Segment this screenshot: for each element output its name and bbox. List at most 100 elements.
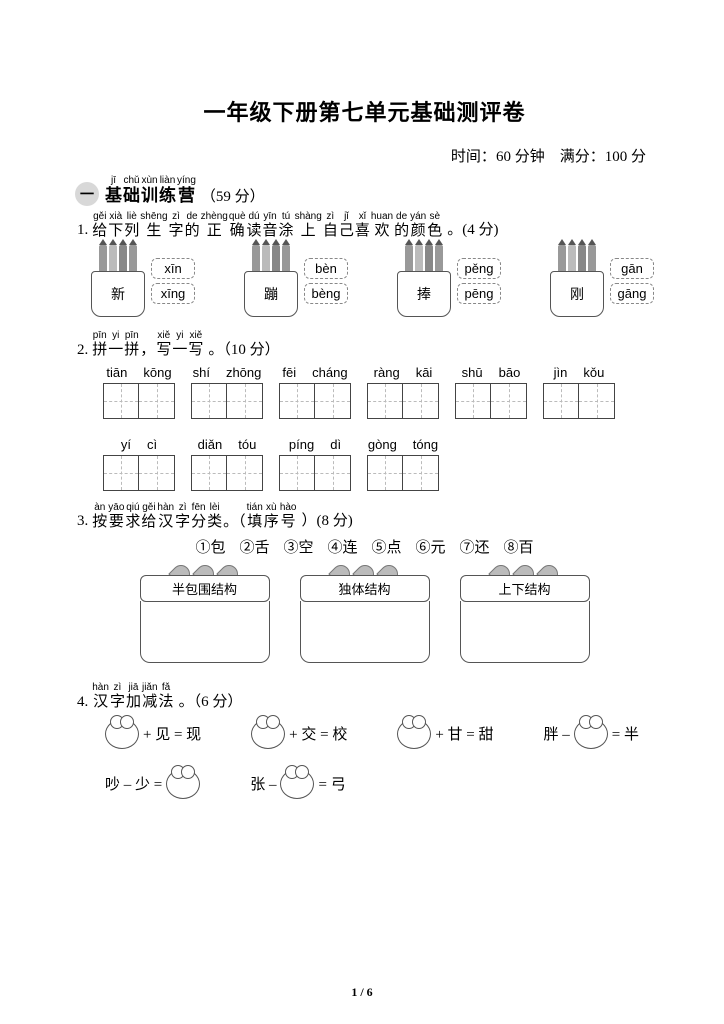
q4-num: 4.	[77, 694, 88, 711]
ruby-char: tián填	[247, 503, 263, 531]
ruby-char: tú涂	[279, 212, 294, 240]
ruby-char: dú读	[247, 212, 262, 240]
cup-group: 刚 gān gāng	[548, 245, 654, 317]
q1-tail: 。(4 分)	[447, 218, 498, 239]
write-cell[interactable]	[227, 383, 263, 419]
class-box: 独体结构	[300, 565, 430, 663]
ruby-char: gěi给	[141, 503, 156, 531]
write-cell[interactable]	[315, 383, 351, 419]
equation: + 见 = 现	[105, 719, 201, 749]
ruby-char: liè列	[124, 212, 139, 240]
choice: ④连	[327, 536, 357, 557]
write-item: píngdì	[279, 437, 351, 491]
class-box: 半包围结构	[140, 565, 270, 663]
ruby-char: xùn训	[141, 176, 158, 206]
ruby-char: xiě写	[188, 331, 203, 359]
ruby-char: yíng营	[177, 176, 196, 206]
write-cell[interactable]	[139, 383, 175, 419]
ruby-char: yi一	[108, 331, 123, 359]
choice: ⑦还	[460, 536, 490, 557]
pinyin-option[interactable]: pěng	[457, 258, 501, 279]
ruby-char: 。（	[223, 513, 246, 531]
write-cell[interactable]	[403, 383, 439, 419]
ruby-char: zhèng正	[201, 212, 228, 240]
write-cell[interactable]	[367, 455, 403, 491]
write-cell[interactable]	[403, 455, 439, 491]
ruby-char: pīn拼	[124, 331, 139, 359]
ruby-char: pīn拼	[92, 331, 107, 359]
cup-group: 蹦 bèn bèng	[242, 245, 348, 317]
pinyin-option[interactable]: xīn	[151, 258, 195, 279]
section-1-score: （59 分）	[201, 185, 265, 206]
q3-choices: ①包②舌③空④连⑤点⑥元⑦还⑧百	[75, 536, 654, 557]
ruby-char: ，	[140, 341, 155, 359]
write-cell[interactable]	[279, 455, 315, 491]
section-badge: 一	[75, 182, 99, 206]
class-body[interactable]	[300, 601, 430, 663]
write-cell[interactable]	[279, 383, 315, 419]
class-body[interactable]	[460, 601, 590, 663]
write-cell[interactable]	[579, 383, 615, 419]
pinyin-option[interactable]: bèng	[304, 283, 348, 304]
q4-tail: 。（6 分）	[179, 690, 243, 711]
blank-cloud[interactable]	[166, 769, 200, 799]
write-cell[interactable]	[543, 383, 579, 419]
ruby-char: zì字	[110, 683, 125, 711]
cup-char: 蹦	[244, 271, 298, 317]
pinyin-option[interactable]: gān	[610, 258, 654, 279]
ruby-char: jī基	[105, 176, 122, 206]
choice: ②舌	[239, 536, 269, 557]
cup-char: 刚	[550, 271, 604, 317]
write-cell[interactable]	[191, 383, 227, 419]
blank-cloud[interactable]	[105, 719, 139, 749]
cup-char: 捧	[397, 271, 451, 317]
equation: + 交 = 校	[251, 719, 347, 749]
write-item: diǎntóu	[191, 437, 263, 491]
time-label: 时间：	[451, 149, 496, 165]
ruby-char: zì字	[169, 212, 184, 240]
write-cell[interactable]	[191, 455, 227, 491]
q2-text: 2. pīn拼yi一pīn拼，xiě写yi一xiě写 。（10 分）	[77, 331, 654, 359]
ruby-char: hàn汉	[92, 683, 109, 711]
ruby-char: fēn分	[191, 503, 206, 531]
write-item: shūbāo	[455, 365, 527, 419]
ruby-char: yán颜	[410, 212, 426, 240]
ruby-char: hàn汉	[157, 503, 174, 531]
cup-group: 新xīnxīng	[89, 245, 195, 317]
write-cell[interactable]	[103, 383, 139, 419]
ruby-char: hào号	[280, 503, 297, 531]
class-label: 上下结构	[460, 575, 590, 602]
pinyin-option[interactable]: gāng	[610, 283, 654, 304]
ruby-char: shàng上	[295, 212, 322, 240]
class-body[interactable]	[140, 601, 270, 663]
write-cell[interactable]	[139, 455, 175, 491]
ruby-char: lèi类	[207, 503, 222, 531]
ruby-char: chǔ础	[123, 176, 140, 206]
write-cell[interactable]	[103, 455, 139, 491]
q3-boxes: 半包围结构独体结构 上下结构	[75, 565, 654, 663]
q4-text: 4. hàn汉zì字jiā加jiǎn减fǎ法 。（6 分）	[77, 683, 654, 711]
write-item: shízhōng	[191, 365, 263, 419]
blank-cloud[interactable]	[574, 719, 608, 749]
page-number: 1 / 6	[0, 985, 724, 1000]
score-label: 满分：	[560, 149, 605, 165]
ruby-char: jiǎn减	[142, 683, 158, 711]
q1-cups: 新xīnxīng蹦bènbèng捧pěngpēng刚gāngāng	[89, 245, 654, 317]
q2-num: 2.	[77, 342, 88, 359]
blank-cloud[interactable]	[251, 719, 285, 749]
score-value: 100 分	[605, 149, 646, 165]
pinyin-option[interactable]: pēng	[457, 283, 501, 304]
ruby-char: qiú求	[125, 503, 140, 531]
pinyin-option[interactable]: bèn	[304, 258, 348, 279]
write-cell[interactable]	[367, 383, 403, 419]
pinyin-option[interactable]: xīng	[151, 283, 195, 304]
ruby-char: xù序	[264, 503, 279, 531]
write-cell[interactable]	[315, 455, 351, 491]
write-cell[interactable]	[455, 383, 491, 419]
ruby-char: gěi给	[92, 212, 107, 240]
ruby-char: xiě写	[156, 331, 171, 359]
blank-cloud[interactable]	[397, 719, 431, 749]
write-cell[interactable]	[491, 383, 527, 419]
blank-cloud[interactable]	[280, 769, 314, 799]
write-cell[interactable]	[227, 455, 263, 491]
